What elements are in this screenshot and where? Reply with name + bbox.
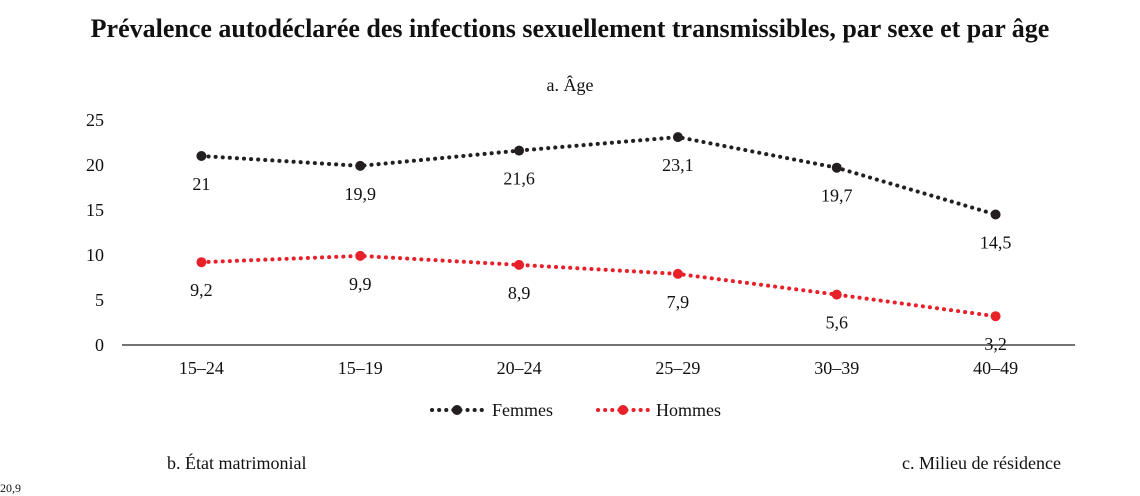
chart-title: a. Âge [546, 75, 594, 95]
series-line [199, 135, 998, 217]
legend-label: Hommes [656, 400, 721, 420]
series-femmes: 21 19,9 21,6 23,1 19,7 14,5 [192, 132, 1012, 253]
data-point [355, 250, 366, 261]
data-label: 8,9 [508, 283, 531, 303]
data-label: 3,2 [984, 334, 1007, 354]
data-point [196, 257, 207, 268]
x-tick-label: 40–49 [973, 358, 1018, 378]
panel-b-title: b. État matrimonial [167, 453, 307, 473]
y-tick-label: 15 [86, 200, 104, 220]
x-tick-label: 25–29 [655, 358, 700, 378]
data-point [990, 311, 1001, 322]
y-tick-label: 5 [95, 290, 104, 310]
y-tick-label: 25 [86, 110, 104, 130]
data-point [672, 132, 683, 143]
data-point [514, 145, 525, 156]
data-label: 21,6 [503, 169, 535, 189]
series-line [199, 253, 998, 319]
legend-swatch-marker [618, 405, 628, 415]
data-label: 23,1 [662, 155, 694, 175]
x-tick-label: 15–19 [338, 358, 383, 378]
panel-c-title: c. Milieu de résidence [902, 453, 1061, 473]
x-tick-label: 30–39 [814, 358, 859, 378]
chart-axes: 0 5 10 15 20 25 15–24 15–19 20–24 25–29 30–39 40–49 [86, 110, 1075, 378]
data-label: 7,9 [667, 292, 690, 312]
data-label: 5,6 [826, 313, 849, 333]
data-point [355, 160, 366, 171]
cut-off-value: 20,9 [0, 481, 21, 495]
y-tick-label: 10 [86, 245, 104, 265]
data-label: 21 [192, 174, 210, 194]
data-point [196, 151, 207, 161]
y-tick-label: 20 [86, 155, 104, 175]
chart-series: 21 19,9 21,6 23,1 19,7 14,5 9,2 9,9 8,9 7,9 5,6 3,2 [190, 132, 1011, 354]
legend-label: Femmes [492, 400, 553, 420]
y-tick-label: 0 [95, 335, 104, 355]
data-point [831, 289, 842, 300]
legend-swatch-marker [452, 405, 462, 415]
x-tick-label: 20–24 [497, 358, 542, 378]
chart-legend: Femmes Hommes [430, 400, 721, 420]
data-label: 9,9 [349, 274, 372, 294]
data-label: 9,2 [190, 280, 213, 300]
page-title: Prévalence autodéclarée des infections s… [90, 14, 1050, 43]
data-label: 14,5 [980, 233, 1012, 253]
data-point [514, 259, 525, 270]
data-point [672, 268, 683, 279]
data-label: 19,7 [821, 186, 853, 206]
data-label: 19,9 [345, 184, 377, 204]
data-point [831, 162, 842, 173]
data-point [990, 209, 1001, 220]
series-hommes: 9,2 9,9 8,9 7,9 5,6 3,2 [190, 250, 1007, 354]
x-tick-label: 15–24 [179, 358, 224, 378]
